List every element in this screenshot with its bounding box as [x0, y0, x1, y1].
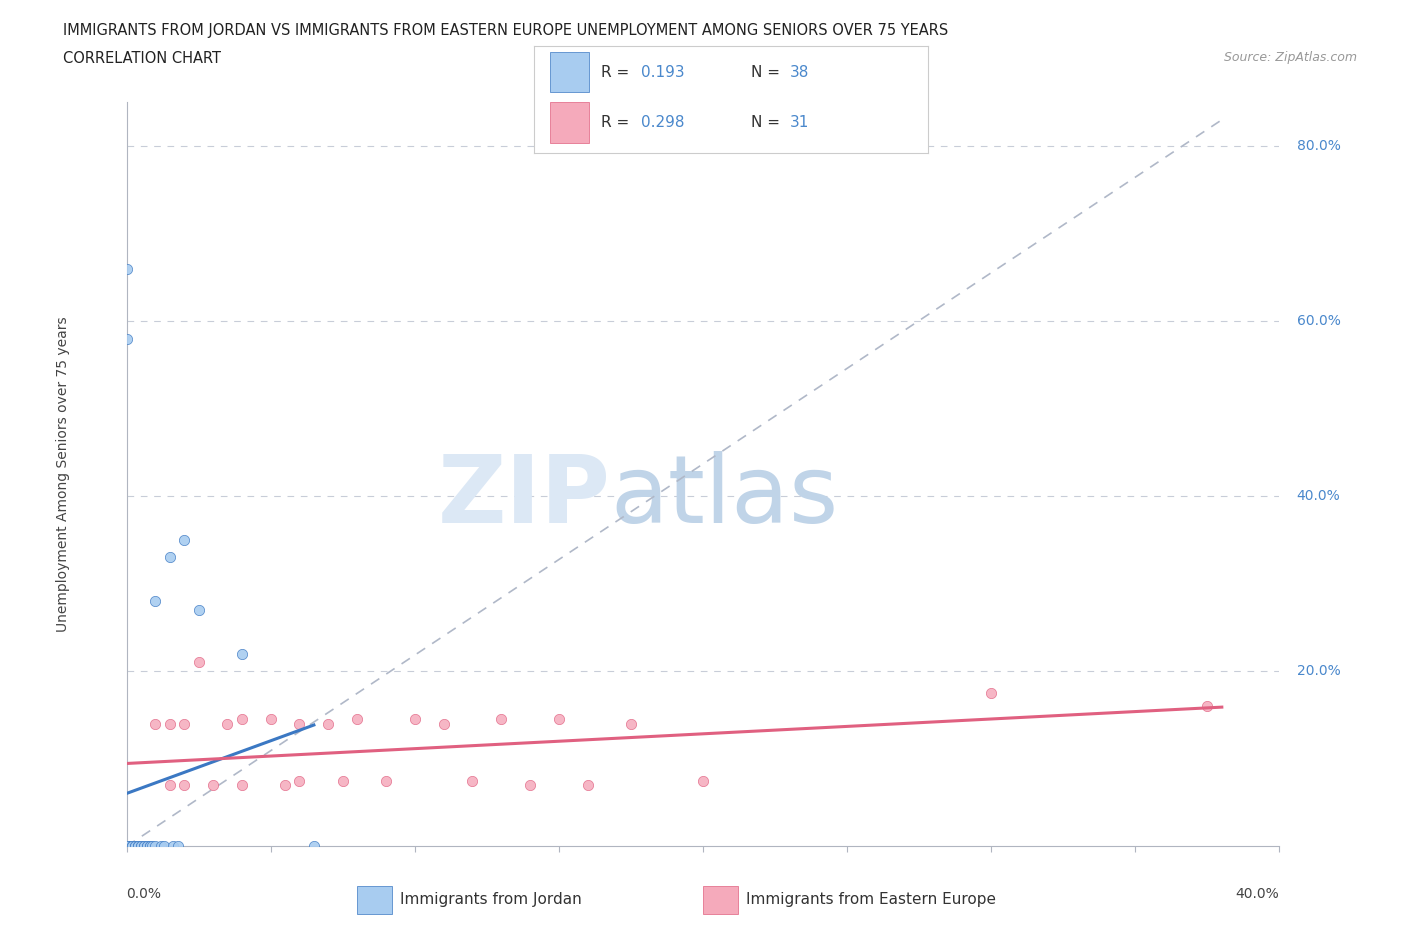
- Point: [461, 773, 484, 788]
- Point: [231, 712, 253, 727]
- Point: [217, 716, 239, 731]
- Point: [489, 712, 512, 727]
- Point: [332, 773, 354, 788]
- Point: [135, 839, 157, 854]
- Text: 40.0%: 40.0%: [1236, 887, 1279, 901]
- Text: R =: R =: [602, 115, 634, 130]
- Point: [138, 839, 160, 854]
- Point: [202, 777, 225, 792]
- Text: atlas: atlas: [610, 451, 839, 542]
- Point: [259, 712, 281, 727]
- Point: [346, 712, 368, 727]
- Point: [159, 550, 181, 565]
- Point: [548, 712, 571, 727]
- Point: [187, 655, 209, 670]
- Point: [274, 777, 297, 792]
- Point: [519, 777, 541, 792]
- Point: [132, 839, 155, 854]
- Point: [115, 839, 138, 854]
- Point: [124, 839, 146, 854]
- Point: [121, 839, 143, 854]
- Bar: [550, 102, 589, 143]
- Bar: [550, 52, 589, 92]
- Bar: [357, 886, 392, 914]
- Point: [173, 716, 195, 731]
- Point: [124, 839, 146, 854]
- Point: [159, 777, 181, 792]
- Point: [433, 716, 456, 731]
- Text: 38: 38: [790, 65, 810, 80]
- Point: [115, 261, 138, 276]
- Text: 20.0%: 20.0%: [1296, 664, 1340, 678]
- Point: [692, 773, 714, 788]
- Point: [162, 839, 184, 854]
- Point: [121, 839, 143, 854]
- Point: [115, 839, 138, 854]
- Point: [167, 839, 190, 854]
- Point: [153, 839, 176, 854]
- Point: [115, 839, 138, 854]
- Bar: [703, 886, 738, 914]
- Point: [145, 839, 166, 854]
- Point: [115, 839, 138, 854]
- Point: [115, 839, 138, 854]
- Text: 0.193: 0.193: [641, 65, 685, 80]
- Point: [115, 839, 138, 854]
- Point: [135, 839, 157, 854]
- Point: [129, 839, 152, 854]
- Text: Source: ZipAtlas.com: Source: ZipAtlas.com: [1223, 51, 1357, 64]
- Text: IMMIGRANTS FROM JORDAN VS IMMIGRANTS FROM EASTERN EUROPE UNEMPLOYMENT AMONG SENI: IMMIGRANTS FROM JORDAN VS IMMIGRANTS FRO…: [63, 23, 949, 38]
- Point: [374, 773, 398, 788]
- Point: [115, 839, 138, 854]
- Text: 80.0%: 80.0%: [1296, 140, 1341, 153]
- Point: [145, 716, 166, 731]
- Text: R =: R =: [602, 65, 634, 80]
- Point: [231, 646, 253, 661]
- Point: [145, 593, 166, 608]
- Point: [132, 839, 155, 854]
- Point: [127, 839, 149, 854]
- Text: N =: N =: [751, 65, 785, 80]
- Point: [288, 773, 311, 788]
- Point: [620, 716, 643, 731]
- Point: [150, 839, 173, 854]
- Point: [121, 839, 143, 854]
- Point: [115, 839, 138, 854]
- Point: [576, 777, 599, 792]
- Point: [173, 533, 195, 548]
- Text: CORRELATION CHART: CORRELATION CHART: [63, 51, 221, 66]
- Text: 0.298: 0.298: [641, 115, 685, 130]
- Point: [980, 685, 1002, 700]
- Text: 40.0%: 40.0%: [1296, 489, 1340, 503]
- Point: [1197, 698, 1219, 713]
- Text: 0.0%: 0.0%: [127, 887, 162, 901]
- Point: [115, 331, 138, 346]
- Point: [173, 777, 195, 792]
- Text: Immigrants from Jordan: Immigrants from Jordan: [399, 892, 582, 908]
- Point: [302, 839, 325, 854]
- Text: Unemployment Among Seniors over 75 years: Unemployment Among Seniors over 75 years: [56, 316, 70, 632]
- Text: 60.0%: 60.0%: [1296, 314, 1341, 328]
- Point: [138, 839, 160, 854]
- Point: [231, 777, 253, 792]
- Text: 31: 31: [790, 115, 810, 130]
- Point: [141, 839, 163, 854]
- Point: [404, 712, 426, 727]
- Point: [187, 603, 209, 618]
- Point: [129, 839, 152, 854]
- Text: N =: N =: [751, 115, 785, 130]
- Text: ZIP: ZIP: [437, 451, 610, 542]
- Point: [115, 839, 138, 854]
- Text: Immigrants from Eastern Europe: Immigrants from Eastern Europe: [747, 892, 997, 908]
- Point: [127, 839, 149, 854]
- Point: [129, 839, 152, 854]
- Point: [318, 716, 340, 731]
- Point: [127, 839, 149, 854]
- Point: [159, 716, 181, 731]
- Point: [288, 716, 311, 731]
